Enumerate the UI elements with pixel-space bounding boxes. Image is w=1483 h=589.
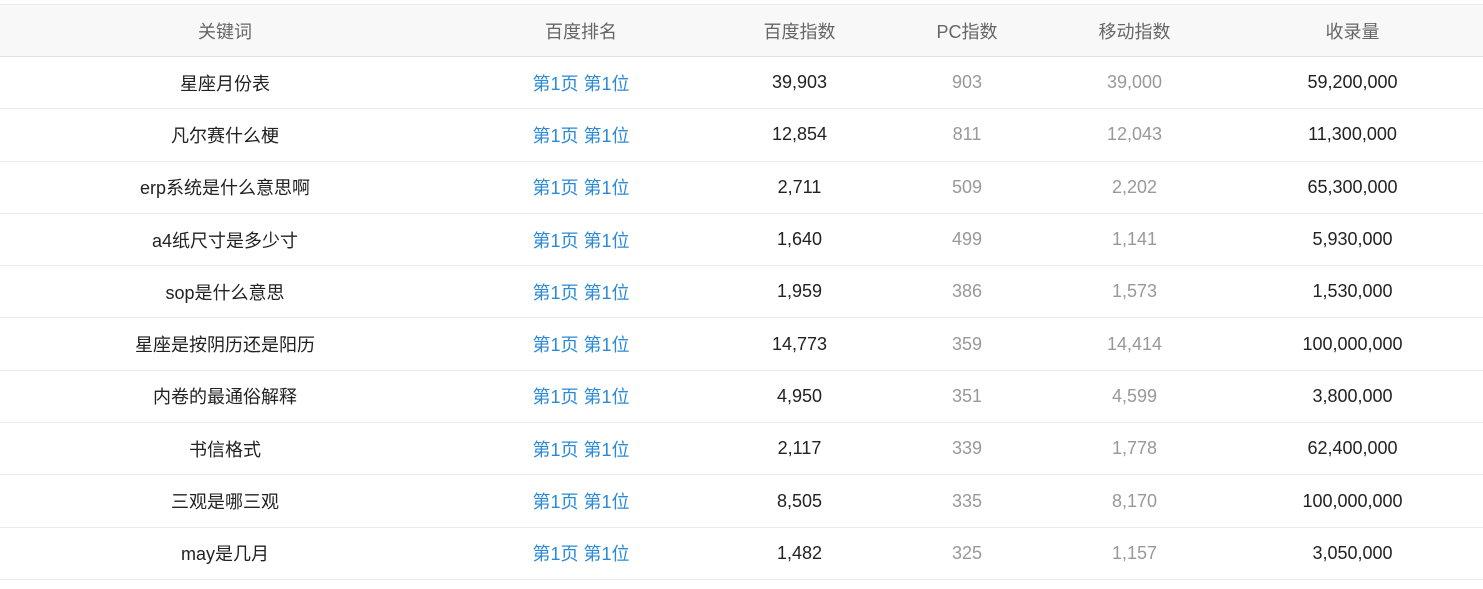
pc-index-cell: 386	[887, 265, 1047, 319]
rank-link[interactable]: 第1页 第1位	[450, 213, 712, 267]
pc-index-cell: 335	[887, 474, 1047, 528]
indexed-count-cell: 65,300,000	[1222, 161, 1483, 214]
header-baidu-rank: 百度排名	[450, 4, 712, 57]
indexed-count-cell: 1,530,000	[1222, 265, 1483, 319]
mobile-index-cell: 1,141	[1047, 213, 1222, 267]
rank-link[interactable]: 第1页 第1位	[450, 161, 712, 214]
table-row: 星座月份表 第1页 第1位 39,903 903 39,000 59,200,0…	[0, 56, 1483, 110]
pc-index-cell: 351	[887, 370, 1047, 424]
table-row: a4纸尺寸是多少寸 第1页 第1位 1,640 499 1,141 5,930,…	[0, 213, 1483, 267]
table-row: 凡尔赛什么梗 第1页 第1位 12,854 811 12,043 11,300,…	[0, 108, 1483, 162]
table-row: 三观是哪三观 第1页 第1位 8,505 335 8,170 100,000,0…	[0, 474, 1483, 528]
keyword-ranking-table: 关键词 百度排名 百度指数 PC指数 移动指数 收录量 星座月份表 第1页 第1…	[0, 4, 1483, 580]
indexed-count-cell: 62,400,000	[1222, 422, 1483, 476]
pc-index-cell: 811	[887, 108, 1047, 162]
keyword-cell: a4纸尺寸是多少寸	[0, 213, 450, 267]
baidu-index-cell: 1,640	[712, 213, 887, 267]
baidu-index-cell: 1,959	[712, 265, 887, 319]
rank-link[interactable]: 第1页 第1位	[450, 317, 712, 371]
table-row: may是几月 第1页 第1位 1,482 325 1,157 3,050,000	[0, 527, 1483, 580]
indexed-count-cell: 59,200,000	[1222, 56, 1483, 110]
header-baidu-index: 百度指数	[712, 4, 887, 57]
baidu-index-cell: 4,950	[712, 370, 887, 424]
pc-index-cell: 339	[887, 422, 1047, 476]
pc-index-cell: 325	[887, 527, 1047, 580]
indexed-count-cell: 5,930,000	[1222, 213, 1483, 267]
mobile-index-cell: 39,000	[1047, 56, 1222, 110]
keyword-cell: sop是什么意思	[0, 265, 450, 319]
baidu-index-cell: 2,711	[712, 161, 887, 214]
baidu-index-cell: 14,773	[712, 317, 887, 371]
baidu-index-cell: 39,903	[712, 56, 887, 110]
keyword-cell: erp系统是什么意思啊	[0, 161, 450, 214]
keyword-cell: 内卷的最通俗解释	[0, 370, 450, 424]
rank-link[interactable]: 第1页 第1位	[450, 370, 712, 424]
pc-index-cell: 359	[887, 317, 1047, 371]
baidu-index-cell: 8,505	[712, 474, 887, 528]
rank-link[interactable]: 第1页 第1位	[450, 108, 712, 162]
table-row: 内卷的最通俗解释 第1页 第1位 4,950 351 4,599 3,800,0…	[0, 370, 1483, 424]
keyword-ranking-table-container: 关键词 百度排名 百度指数 PC指数 移动指数 收录量 星座月份表 第1页 第1…	[0, 4, 1483, 580]
keyword-cell: 三观是哪三观	[0, 474, 450, 528]
mobile-index-cell: 14,414	[1047, 317, 1222, 371]
header-indexed-count: 收录量	[1222, 4, 1483, 57]
header-keyword: 关键词	[0, 4, 450, 57]
keyword-cell: 星座是按阴历还是阳历	[0, 317, 450, 371]
baidu-index-cell: 2,117	[712, 422, 887, 476]
indexed-count-cell: 100,000,000	[1222, 474, 1483, 528]
table-row: erp系统是什么意思啊 第1页 第1位 2,711 509 2,202 65,3…	[0, 161, 1483, 214]
mobile-index-cell: 4,599	[1047, 370, 1222, 424]
mobile-index-cell: 8,170	[1047, 474, 1222, 528]
mobile-index-cell: 12,043	[1047, 108, 1222, 162]
mobile-index-cell: 1,778	[1047, 422, 1222, 476]
rank-link[interactable]: 第1页 第1位	[450, 527, 712, 580]
keyword-cell: may是几月	[0, 527, 450, 580]
indexed-count-cell: 3,800,000	[1222, 370, 1483, 424]
header-row: 关键词 百度排名 百度指数 PC指数 移动指数 收录量	[0, 4, 1483, 57]
keyword-cell: 书信格式	[0, 422, 450, 476]
rank-link[interactable]: 第1页 第1位	[450, 474, 712, 528]
keyword-cell: 星座月份表	[0, 56, 450, 110]
indexed-count-cell: 100,000,000	[1222, 317, 1483, 371]
rank-link[interactable]: 第1页 第1位	[450, 265, 712, 319]
indexed-count-cell: 11,300,000	[1222, 108, 1483, 162]
rank-link[interactable]: 第1页 第1位	[450, 56, 712, 110]
table-row: 星座是按阴历还是阳历 第1页 第1位 14,773 359 14,414 100…	[0, 317, 1483, 371]
pc-index-cell: 499	[887, 213, 1047, 267]
table-row: sop是什么意思 第1页 第1位 1,959 386 1,573 1,530,0…	[0, 265, 1483, 319]
mobile-index-cell: 1,573	[1047, 265, 1222, 319]
indexed-count-cell: 3,050,000	[1222, 527, 1483, 580]
mobile-index-cell: 2,202	[1047, 161, 1222, 214]
pc-index-cell: 509	[887, 161, 1047, 214]
keyword-cell: 凡尔赛什么梗	[0, 108, 450, 162]
header-mobile-index: 移动指数	[1047, 4, 1222, 57]
baidu-index-cell: 1,482	[712, 527, 887, 580]
baidu-index-cell: 12,854	[712, 108, 887, 162]
mobile-index-cell: 1,157	[1047, 527, 1222, 580]
table-header: 关键词 百度排名 百度指数 PC指数 移动指数 收录量	[0, 4, 1483, 57]
table-row: 书信格式 第1页 第1位 2,117 339 1,778 62,400,000	[0, 422, 1483, 476]
table-body: 星座月份表 第1页 第1位 39,903 903 39,000 59,200,0…	[0, 56, 1483, 580]
rank-link[interactable]: 第1页 第1位	[450, 422, 712, 476]
pc-index-cell: 903	[887, 56, 1047, 110]
header-pc-index: PC指数	[887, 4, 1047, 57]
